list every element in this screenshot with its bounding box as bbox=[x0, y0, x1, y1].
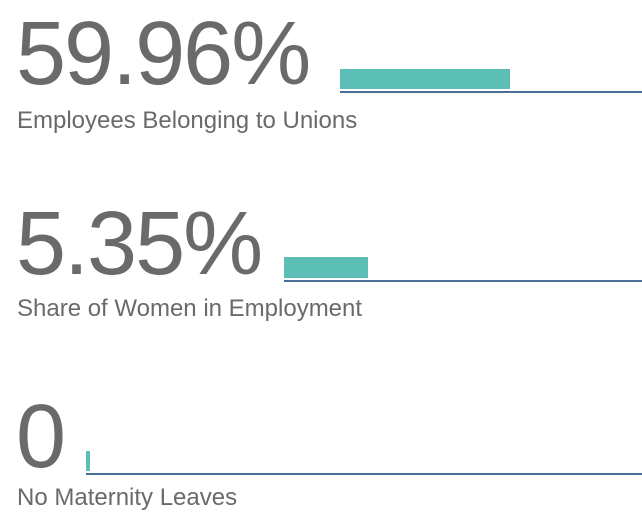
bar bbox=[340, 69, 510, 89]
bar bbox=[284, 257, 368, 278]
stat-value: 5.35% bbox=[16, 194, 261, 294]
stat-value: 0 bbox=[16, 387, 64, 487]
stat-value: 59.96% bbox=[16, 4, 309, 104]
stat-label: No Maternity Leaves bbox=[17, 484, 237, 511]
stat-label: Share of Women in Employment bbox=[17, 295, 362, 322]
stat-item: 59.96% Employees Belonging to Unions bbox=[16, 4, 642, 134]
stat-item: 0 No Maternity Leaves bbox=[16, 387, 642, 511]
stat-item: 5.35% Share of Women in Employment bbox=[16, 194, 642, 322]
bar bbox=[86, 451, 90, 471]
stat-label: Employees Belonging to Unions bbox=[17, 107, 357, 134]
